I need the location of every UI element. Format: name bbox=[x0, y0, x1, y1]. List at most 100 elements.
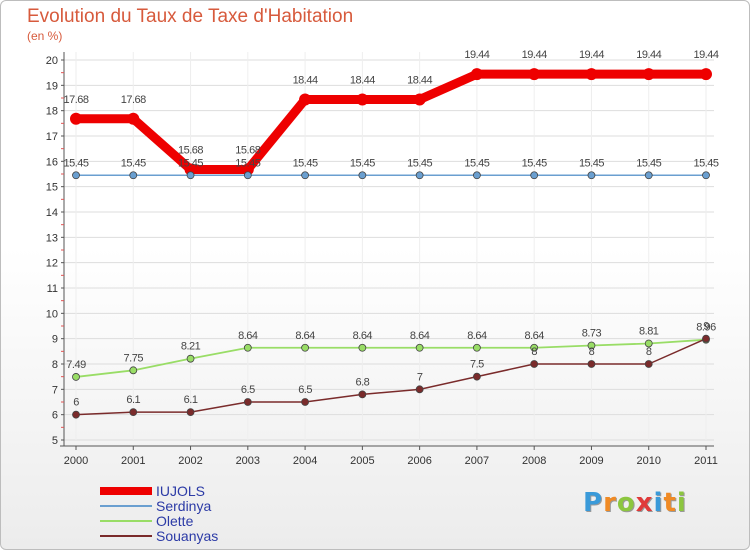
data-label-serdinya: 15.45 bbox=[121, 157, 146, 169]
data-label-iujols: 19.44 bbox=[693, 49, 718, 61]
legend-label-souanyas: Souanyas bbox=[156, 528, 219, 544]
data-label-souanyas: 7.5 bbox=[470, 359, 484, 371]
logo-letter: r bbox=[603, 488, 617, 518]
series-line-souanyas bbox=[75, 337, 707, 416]
data-label-souanyas: 7 bbox=[417, 371, 423, 383]
data-label-iujols: 19.44 bbox=[522, 49, 547, 61]
data-label-serdinya: 15.45 bbox=[636, 157, 661, 169]
data-point-iujols bbox=[528, 68, 541, 81]
x-tick-label: 2006 bbox=[407, 455, 431, 467]
series-line-olette bbox=[75, 338, 707, 378]
data-label-olette: 8.21 bbox=[181, 341, 201, 353]
data-point-iujols bbox=[700, 68, 712, 81]
data-point-olette bbox=[415, 343, 424, 352]
data-point-serdinya bbox=[129, 171, 138, 180]
data-label-iujols: 15.68 bbox=[235, 144, 260, 156]
data-label-olette: 8.64 bbox=[467, 330, 487, 342]
logo-letter: i bbox=[676, 488, 687, 518]
data-point-olette bbox=[644, 339, 653, 348]
data-point-serdinya bbox=[72, 171, 80, 180]
x-tick-label: 2000 bbox=[64, 455, 88, 467]
data-point-olette bbox=[72, 373, 80, 381]
data-point-iujols bbox=[241, 163, 254, 176]
x-tick-label: 2001 bbox=[121, 455, 145, 467]
data-label-serdinya: 15.45 bbox=[178, 157, 203, 169]
data-label-olette: 8.96 bbox=[696, 322, 716, 334]
data-label-iujols: 17.68 bbox=[121, 94, 146, 106]
data-label-souanyas: 6.8 bbox=[355, 376, 369, 388]
data-label-olette: 8.64 bbox=[353, 330, 373, 342]
data-point-iujols bbox=[470, 68, 483, 81]
legend-swatch-souanyas bbox=[100, 535, 152, 537]
data-label-olette: 8.81 bbox=[639, 325, 659, 337]
data-label-serdinya: 15.45 bbox=[522, 157, 547, 169]
data-point-iujols bbox=[127, 112, 140, 125]
data-point-serdinya bbox=[243, 171, 252, 180]
data-point-olette bbox=[301, 343, 309, 352]
data-point-iujols bbox=[642, 68, 655, 81]
logo-letter: x bbox=[635, 488, 654, 518]
data-label-iujols: 18.44 bbox=[350, 75, 375, 87]
data-point-olette bbox=[530, 343, 539, 352]
data-point-souanyas bbox=[243, 398, 252, 406]
legend-label-serdinya: Serdinya bbox=[156, 498, 212, 514]
legend-swatch-olette bbox=[100, 520, 152, 522]
data-label-serdinya: 15.45 bbox=[579, 157, 604, 169]
data-point-serdinya bbox=[186, 171, 195, 180]
data-point-serdinya bbox=[301, 171, 309, 180]
data-label-serdinya: 15.45 bbox=[693, 157, 718, 169]
y-tick-label: 17 bbox=[46, 131, 58, 143]
proxiti-logo: Proxiti bbox=[583, 488, 687, 518]
data-label-souanyas: 6.1 bbox=[126, 394, 140, 406]
chart-unit-label: (en %) bbox=[27, 29, 63, 43]
data-label-iujols: 19.44 bbox=[636, 49, 661, 61]
data-point-souanyas bbox=[358, 390, 367, 399]
legend-swatch-iujols bbox=[100, 487, 152, 495]
data-label-serdinya: 15.45 bbox=[293, 157, 318, 169]
data-point-souanyas bbox=[415, 385, 424, 394]
data-point-iujols bbox=[585, 68, 598, 81]
data-label-serdinya: 15.45 bbox=[63, 157, 88, 169]
y-tick-label: 11 bbox=[47, 283, 58, 295]
data-label-serdinya: 15.45 bbox=[235, 157, 260, 169]
x-tick-label: 2004 bbox=[293, 455, 317, 467]
data-point-serdinya bbox=[644, 171, 653, 180]
data-label-iujols: 19.44 bbox=[464, 49, 489, 61]
series-line-iujols bbox=[71, 69, 711, 174]
data-point-serdinya bbox=[473, 171, 481, 180]
data-point-souanyas bbox=[72, 410, 80, 419]
data-point-souanyas bbox=[587, 360, 596, 368]
x-tick-label: 2011 bbox=[694, 455, 718, 467]
data-label-olette: 8.64 bbox=[410, 330, 430, 342]
data-label-iujols: 18.44 bbox=[407, 75, 432, 87]
y-tick-label: 6 bbox=[52, 410, 58, 422]
y-tick-label: 9 bbox=[52, 334, 58, 346]
data-label-souanyas: 6.1 bbox=[184, 394, 198, 406]
data-point-souanyas bbox=[530, 360, 539, 368]
x-tick-label: 2008 bbox=[522, 455, 546, 467]
data-point-iujols bbox=[299, 93, 312, 106]
data-label-olette: 8.64 bbox=[295, 330, 315, 342]
data-label-olette: 8.64 bbox=[524, 330, 544, 342]
data-label-iujols: 18.44 bbox=[293, 75, 318, 87]
data-label-olette: 7.49 bbox=[66, 359, 86, 371]
data-label-iujols: 19.44 bbox=[579, 49, 604, 61]
y-tick-label: 14 bbox=[46, 207, 58, 219]
y-tick-label: 10 bbox=[46, 308, 58, 320]
logo-letter: P bbox=[583, 488, 604, 518]
data-label-souanyas: 8 bbox=[589, 346, 595, 358]
data-label-iujols: 17.68 bbox=[63, 94, 88, 106]
legend-swatch-serdinya bbox=[100, 505, 152, 507]
legend-item-olette: Olette bbox=[100, 513, 300, 529]
data-point-iujols bbox=[356, 93, 369, 106]
data-point-olette bbox=[129, 366, 138, 375]
data-label-souanyas: 6.5 bbox=[241, 384, 255, 396]
y-tick-label: 18 bbox=[46, 106, 58, 118]
data-point-souanyas bbox=[473, 372, 481, 381]
x-tick-label: 2002 bbox=[178, 455, 202, 467]
data-label-olette: 7.75 bbox=[124, 352, 144, 364]
logo-letter: i bbox=[653, 488, 664, 518]
y-tick-label: 12 bbox=[46, 258, 58, 270]
data-point-serdinya bbox=[587, 171, 596, 180]
